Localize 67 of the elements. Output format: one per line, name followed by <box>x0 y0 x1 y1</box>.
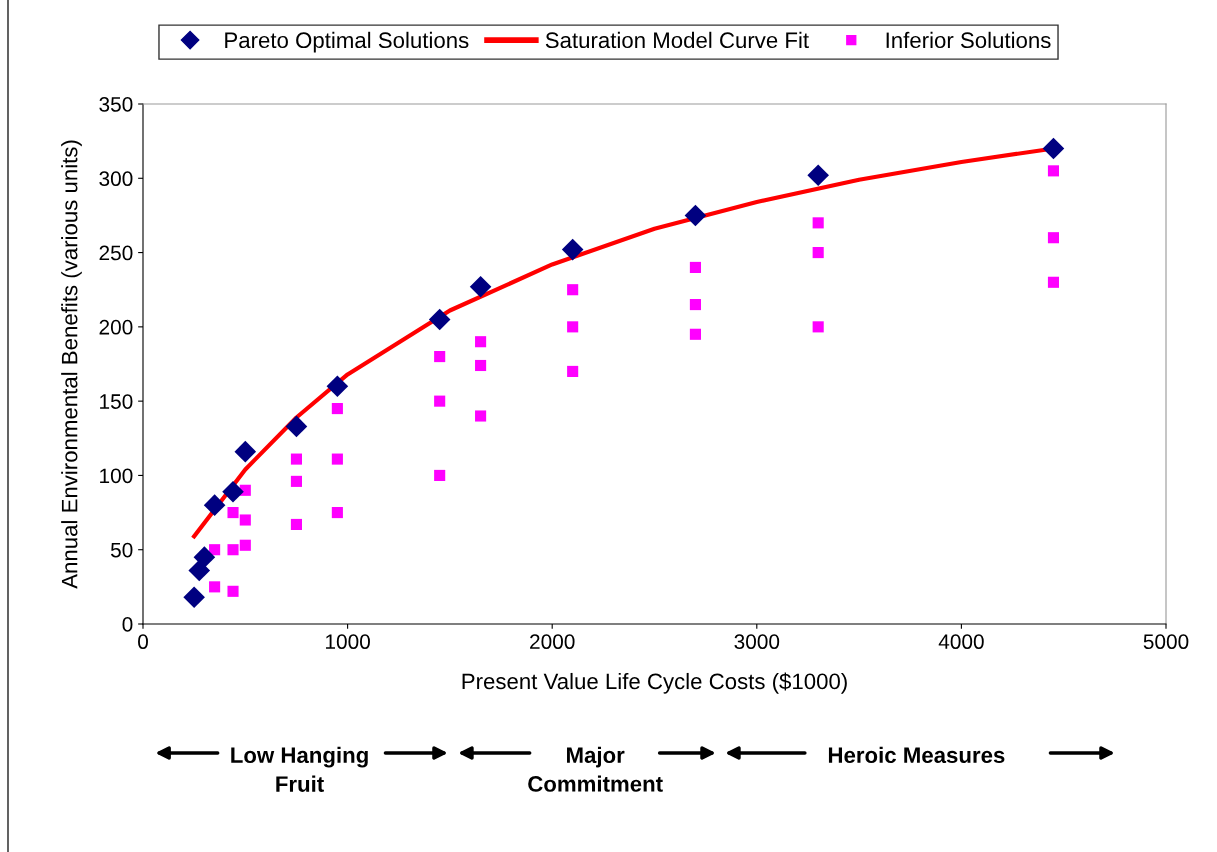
point <box>434 469 446 481</box>
point <box>567 321 579 333</box>
point <box>567 365 579 377</box>
point <box>812 247 824 259</box>
point <box>234 440 257 463</box>
text: Major Commitment <box>528 746 663 792</box>
point <box>475 336 487 348</box>
y-tick-label: 50 <box>110 542 133 558</box>
point <box>1047 165 1060 177</box>
point <box>222 480 244 503</box>
point <box>812 217 824 229</box>
point <box>1042 137 1065 160</box>
point <box>428 308 451 331</box>
point <box>326 375 349 398</box>
point <box>1047 276 1060 288</box>
legend-label: Pareto Optimal Solutions <box>225 31 469 53</box>
point <box>239 539 251 551</box>
y-tick-label: 200 <box>99 319 133 335</box>
point <box>689 299 701 311</box>
y-tick-label: 100 <box>100 468 133 484</box>
point <box>689 261 701 273</box>
point <box>1047 232 1060 244</box>
point <box>227 507 239 519</box>
point <box>203 494 226 516</box>
point <box>209 581 221 593</box>
point <box>475 410 487 422</box>
point <box>475 359 487 372</box>
y-tick-label: 0 <box>122 617 133 632</box>
x-tick-label: 4000 <box>938 634 984 650</box>
legend-label: Saturation Model Curve Fit <box>545 31 809 49</box>
x-tick-label: 3000 <box>734 634 780 650</box>
y-tick-label: 250 <box>99 245 133 261</box>
point <box>331 507 343 519</box>
point <box>188 559 211 582</box>
point <box>193 546 216 568</box>
point <box>227 544 239 556</box>
point <box>183 586 205 609</box>
point <box>807 164 829 187</box>
point <box>290 475 303 487</box>
point <box>227 585 239 597</box>
point <box>331 453 343 465</box>
point <box>239 514 251 526</box>
y-tick-label: 150 <box>100 394 133 409</box>
x-tick-label: 5000 <box>1143 634 1189 650</box>
point <box>689 328 701 340</box>
point <box>469 275 492 298</box>
point <box>434 351 446 363</box>
x-tick-label: 0 <box>138 634 148 650</box>
point <box>285 415 308 438</box>
point <box>434 395 446 407</box>
point <box>561 238 584 261</box>
point <box>331 403 343 415</box>
x-axis-title: Present Value Life Cycle Costs ($1000) <box>462 672 847 694</box>
x-tick-label: 1000 <box>326 634 370 650</box>
legend-label: Inferior Solutions <box>886 31 1051 49</box>
y-axis-title: Annual Environmental Benefits (various units) <box>61 140 82 589</box>
text: Low Hanging Fruit <box>231 746 368 792</box>
text: Heroic Measures <box>828 746 1005 764</box>
x-tick-label: 2000 <box>530 634 575 650</box>
point <box>812 321 824 333</box>
y-tick-label: 300 <box>99 171 133 187</box>
point <box>290 453 303 465</box>
point <box>209 544 221 556</box>
point <box>567 284 579 296</box>
point <box>684 204 707 227</box>
y-tick-label: 350 <box>99 97 133 112</box>
point <box>290 518 303 531</box>
